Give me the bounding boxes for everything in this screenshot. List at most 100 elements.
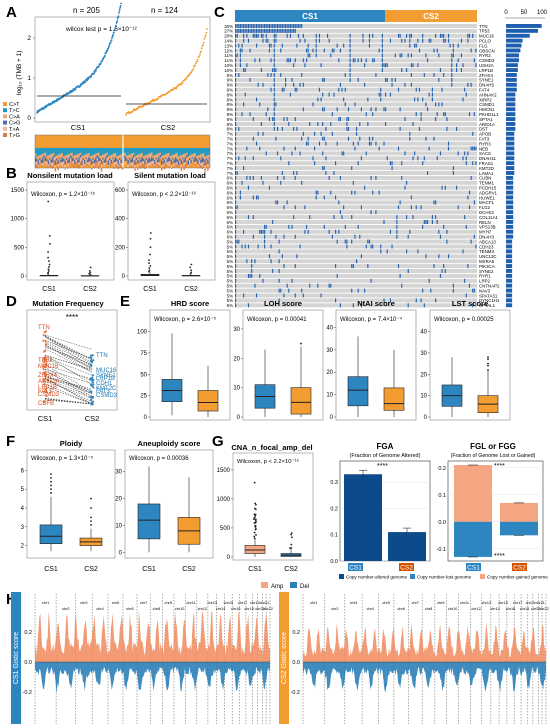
panel-a-spectrum-seg xyxy=(85,148,86,154)
panel-c-mutation-cell xyxy=(235,269,236,273)
panel-a-spectrum-seg xyxy=(185,164,186,167)
panel-g-legend-swatch xyxy=(410,574,415,579)
panel-g-cna-box-cs1-outlier xyxy=(255,528,257,530)
panel-c-mutation-cell xyxy=(279,259,280,263)
panel-e-ytick-label: 75 xyxy=(140,351,147,357)
panel-c-mutation-cell xyxy=(290,29,291,33)
panel-c-mutation-cell xyxy=(411,205,412,209)
panel-a-spectrum-seg xyxy=(88,165,89,166)
panel-c-mutation-cell xyxy=(345,102,346,106)
panel-c-mutation-cell xyxy=(241,245,242,249)
panel-c-mutation-cell xyxy=(466,156,467,160)
panel-a-spectrum-seg xyxy=(46,148,47,156)
panel-a-spectrum-seg xyxy=(48,160,49,164)
panel-a-spectrum-seg xyxy=(168,153,169,157)
panel-c-mutation-cell xyxy=(248,215,249,219)
panel-c-mutation-cell xyxy=(274,68,275,72)
panel-a-legend-swatch xyxy=(3,102,7,106)
panel-a-dot-cs1 xyxy=(118,12,120,14)
panel-c-mutation-cell xyxy=(251,274,252,278)
panel-g-cna-frame xyxy=(233,453,313,560)
panel-c-mutation-cell xyxy=(288,58,289,62)
panel-c-mutation-cell xyxy=(270,88,271,92)
panel-c-mutation-cell xyxy=(340,49,341,53)
panel-c-mutation-cell xyxy=(253,29,254,33)
panel-c-mutation-cell xyxy=(348,127,349,131)
panel-c-row-bg xyxy=(235,83,477,87)
panel-c-mutation-cell xyxy=(283,264,284,268)
panel-a-spectrum-seg xyxy=(113,159,114,162)
panel-a-spectrum-seg xyxy=(189,135,190,148)
panel-c-mutation-cell xyxy=(469,205,470,209)
panel-c-mutation-cell xyxy=(475,161,476,165)
panel-c-frequency-bar xyxy=(506,39,523,43)
panel-a-spectrum-seg xyxy=(80,153,81,155)
panel-c-mutation-cell xyxy=(287,34,288,38)
panel-c-mutation-cell xyxy=(312,102,313,106)
panel-f-box-cs2-outlier xyxy=(90,520,92,522)
panel-c-mutation-cell xyxy=(375,142,376,146)
panel-a-spectrum-seg xyxy=(74,164,75,165)
panel-c-mutation-cell xyxy=(314,161,315,165)
panel-a-spectrum-seg xyxy=(41,160,42,163)
panel-e-stat: Wilcoxon, p = 2.6×10⁻⁵ xyxy=(154,316,217,323)
panel-c-mutation-cell xyxy=(235,259,236,263)
panel-b-box-cs2-outlier xyxy=(90,267,92,269)
panel-a-spectrum-seg xyxy=(143,156,144,158)
panel-c-mutation-cell xyxy=(270,29,271,33)
panel-c-mutation-cell xyxy=(400,34,401,38)
panel-a-spectrum-seg xyxy=(160,135,161,148)
panel-a-n-cs2: n = 124 xyxy=(151,6,178,15)
panel-a-spectrum-seg xyxy=(174,154,175,159)
panel-c-mutation-cell xyxy=(324,196,325,200)
panel-a-spectrum-seg xyxy=(111,155,112,160)
panel-a-spectrum-seg xyxy=(195,162,196,165)
panel-c-mutation-cell xyxy=(283,235,284,239)
panel-c-mutation-cell xyxy=(412,215,413,219)
panel-a-dot-cs2 xyxy=(191,71,193,73)
panel-c-letter: C xyxy=(214,4,225,21)
panel-c-mutation-cell xyxy=(272,220,273,224)
panel-a-spectrum-seg xyxy=(133,148,134,153)
panel-a-spectrum-seg xyxy=(98,148,99,153)
panel-a-spectrum-seg xyxy=(57,155,58,160)
panel-c-mutation-cell xyxy=(324,166,325,170)
panel-c-mutation-cell xyxy=(250,112,251,116)
panel-a-spectrum-seg xyxy=(197,167,198,169)
panel-a-spectrum-seg xyxy=(60,148,61,154)
panel-a-spectrum-seg xyxy=(50,154,51,160)
panel-c-frequency-bar xyxy=(506,196,513,200)
panel-a-spectrum-seg xyxy=(80,155,81,158)
panel-e-ytick-label: 10 xyxy=(326,393,333,399)
panel-a-spectrum-seg xyxy=(164,135,165,148)
panel-c-mutation-cell xyxy=(287,58,288,62)
panel-c-mutation-cell xyxy=(408,269,409,273)
panel-a-spectrum-seg xyxy=(153,165,154,166)
panel-a-spectrum-seg xyxy=(108,165,109,166)
panel-c-mutation-cell xyxy=(358,161,359,165)
panel-a-spectrum-seg xyxy=(133,135,134,148)
panel-c-frequency-bar xyxy=(506,137,514,141)
panel-c-mutation-cell xyxy=(353,303,354,307)
panel-a-spectrum-seg xyxy=(71,157,72,162)
panel-c-mutation-cell xyxy=(448,34,449,38)
panel-h-chrom-label: chr21 xyxy=(260,601,270,605)
panel-e-title: LOH score xyxy=(264,299,302,308)
panel-c-mutation-cell xyxy=(371,107,372,111)
panel-e-ytick-label: 20 xyxy=(326,370,333,376)
panel-c-mutation-cell xyxy=(435,102,436,106)
panel-f-box-cs2-outlier xyxy=(90,498,92,500)
panel-a-spectrum-seg xyxy=(116,156,117,158)
panel-f-ytick-label: 2 xyxy=(21,544,25,550)
panel-c-mutation-cell xyxy=(235,186,236,190)
panel-c-mutation-cell xyxy=(241,44,242,48)
panel-c-mutation-cell xyxy=(298,24,299,28)
panel-c-mutation-cell xyxy=(448,254,449,258)
panel-h-chrom-label: chr1 xyxy=(310,601,317,605)
panel-a-spectrum-seg xyxy=(150,148,151,153)
panel-c-mutation-cell xyxy=(316,44,317,48)
panel-c-mutation-cell xyxy=(272,117,273,121)
panel-a-spectrum-seg xyxy=(207,148,208,155)
panel-c-mutation-cell xyxy=(238,240,239,244)
